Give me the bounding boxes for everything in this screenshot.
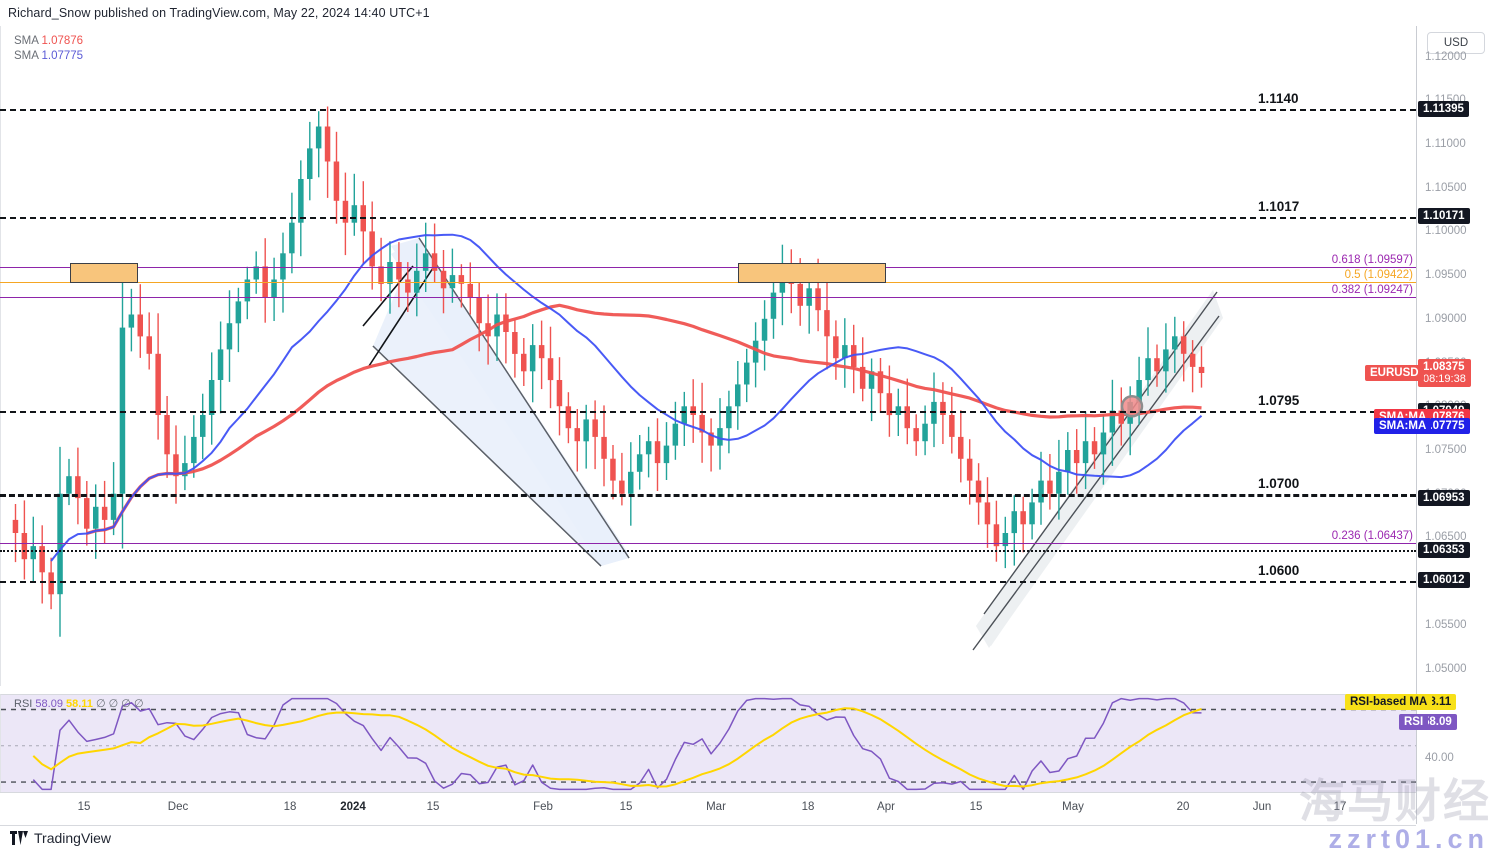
- currency-chip[interactable]: USD: [1427, 32, 1485, 54]
- legend-row-sma-fast: SMA 1.07876: [14, 34, 83, 49]
- time-label-9: Apr: [877, 801, 895, 813]
- time-label-0: 15: [77, 801, 91, 813]
- time-label-10: 15: [969, 801, 983, 813]
- price-tick-1-07500: 1.07500: [1425, 443, 1467, 456]
- time-label-6: 15: [619, 801, 633, 813]
- time-axis[interactable]: 15 Dec 18 2024 15 Feb 15 Mar 18 Apr 15 May 20 Jun 17: [0, 792, 1416, 826]
- price-level-label-1-0700: 1.0700: [1258, 475, 1300, 491]
- level-1-11395: 1.11395: [1418, 101, 1469, 118]
- rsi-legend-null-1: ∅: [95, 698, 106, 710]
- rsi-badge-tag: RSI: [1399, 714, 1429, 730]
- last-price-eurusd: 1.08375 08:19:38: [1418, 359, 1471, 388]
- rsi-legend-null-3: ∅: [121, 698, 131, 710]
- time-label-3: 2024: [340, 801, 366, 813]
- rsi-legend-ma-value: 58.11: [66, 698, 93, 710]
- price-level-line-1-0600: [0, 581, 1416, 584]
- tradingview-logo-text: TradingView: [34, 830, 112, 846]
- price-level-label-1-0795: 1.0795: [1258, 392, 1300, 408]
- price-tick-1-09500: 1.09500: [1425, 269, 1467, 282]
- legend-value-sma-slow: 1.07775: [41, 50, 84, 62]
- time-label-13: Jun: [1252, 801, 1272, 813]
- level-1-06353: 1.06353: [1418, 542, 1470, 559]
- time-label-8: 18: [801, 801, 815, 813]
- time-label-7: Mar: [706, 801, 726, 813]
- price-tick-1-11000: 1.11000: [1425, 138, 1466, 150]
- fib-line-0-382: [0, 297, 1416, 299]
- price-level-line-1-1140: [0, 109, 1416, 112]
- price-tick-1-06500: 1.06500: [1425, 531, 1467, 544]
- price-chart-svg: [12, 106, 1223, 651]
- rsi-chart-svg: [1, 697, 1417, 791]
- price-chart-pane[interactable]: [0, 26, 1417, 686]
- legend-row-sma-slow: SMA 1.07775: [14, 49, 83, 64]
- time-label-12: 20: [1176, 801, 1190, 813]
- rsi-legend-value: 58.09: [35, 698, 63, 710]
- fib-line-0-236: [0, 542, 1416, 544]
- rsi-legend-label: RSI: [14, 698, 33, 710]
- price-level-line-1-0700: [0, 493, 1416, 497]
- fib-line-0-618: [0, 266, 1416, 268]
- time-label-11: May: [1062, 801, 1084, 813]
- rsi-legend: RSI 58.09 58.11 ∅ ∅ ∅ ∅: [14, 697, 144, 710]
- rsi-legend-null-2: ∅: [108, 698, 119, 710]
- supply-zone-left: [70, 262, 138, 283]
- price-level-label-1-1017: 1.1017: [1258, 198, 1300, 214]
- price-level-label-1-1140: 1.1140: [1258, 91, 1299, 107]
- price-level-line-1-1017: [0, 216, 1416, 219]
- rsi-based-ma-badge-tag: RSI-based MA: [1345, 694, 1433, 710]
- level-1-10171: 1.10171: [1418, 208, 1470, 225]
- price-tick-1-10500: 1.10500: [1425, 181, 1467, 194]
- level-1-06953: 1.06953: [1418, 489, 1470, 506]
- fib-line-0-5: [0, 281, 1416, 283]
- legend-label-sma-slow: SMA: [14, 50, 39, 62]
- chart-legend: SMA 1.07876 SMA 1.07775: [14, 34, 83, 64]
- sma-ma-slow-tag: SMA:MA: [1374, 417, 1432, 434]
- fib-label-0-236: 0.236 (1.06437): [1331, 529, 1413, 542]
- last-price-eurusd-timer: 08:19:38: [1423, 373, 1466, 386]
- time-label-1: Dec: [167, 801, 189, 813]
- watermark-secondary: zzrt01.cn: [1328, 824, 1489, 854]
- fib-label-0-618: 0.618 (1.09597): [1331, 253, 1413, 266]
- price-level-line-1-0795: [0, 410, 1416, 413]
- price-tick-1-12000: 1.12000: [1425, 50, 1467, 63]
- price-tick-1-09000: 1.09000: [1425, 312, 1467, 325]
- price-tick-1-05500: 1.05500: [1425, 618, 1467, 631]
- price-level-label-1-0600: 1.0600: [1258, 563, 1300, 579]
- tradingview-logo[interactable]: TradingView: [10, 830, 111, 846]
- level-1-06012: 1.06012: [1418, 572, 1470, 589]
- price-tick-1-10000: 1.10000: [1425, 225, 1467, 238]
- dotted-level-line-1-06353: [0, 550, 1416, 553]
- fib-label-0-5: 0.5 (1.09422): [1344, 268, 1413, 281]
- time-label-2: 18: [283, 801, 297, 813]
- supply-zone-right: [738, 262, 886, 283]
- legend-value-sma-fast: 1.07876: [41, 35, 84, 47]
- legend-label-sma-fast: SMA: [14, 35, 39, 47]
- tradingview-mark-icon: [10, 831, 28, 845]
- time-label-5: Feb: [533, 801, 553, 813]
- time-label-14: 17: [1333, 801, 1347, 813]
- time-label-4: 15: [426, 801, 440, 813]
- watermark-primary: 海马财经: [1299, 775, 1491, 827]
- last-price-eurusd-tag: EURUSD: [1365, 365, 1424, 382]
- rsi-pane[interactable]: [0, 694, 1417, 793]
- price-tick-1-05000: 1.05000: [1425, 662, 1467, 675]
- rsi-legend-null-4: ∅: [133, 698, 144, 710]
- rsi-tick-40: 40.00: [1425, 752, 1454, 764]
- fib-label-0-382: 0.382 (1.09247): [1331, 284, 1413, 297]
- publication-header: Richard_Snow published on TradingView.co…: [8, 6, 430, 20]
